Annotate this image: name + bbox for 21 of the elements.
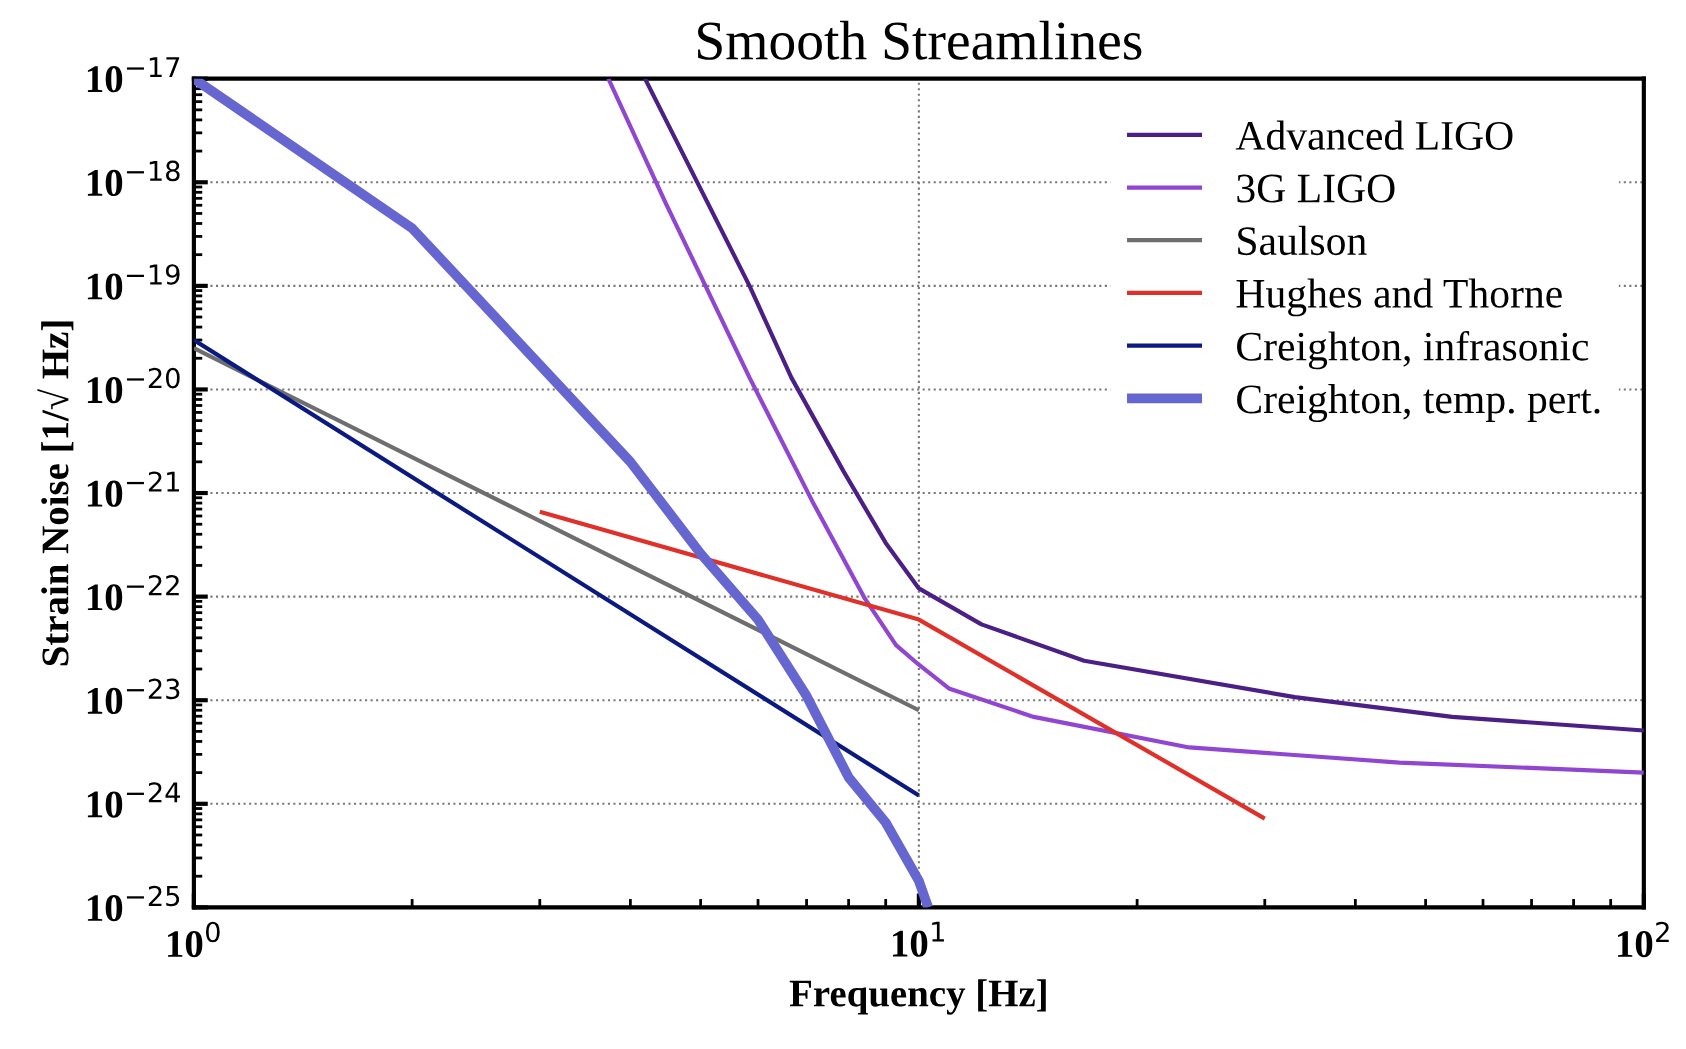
y-tick-label: 10$^{−17}$ xyxy=(87,57,180,93)
legend-label: Saulson xyxy=(1238,225,1367,256)
legend-label: Advanced LIGO xyxy=(1235,120,1513,150)
y-tick-label: 10$^{−19}$ xyxy=(87,264,180,300)
chart-title: Smooth Streamlines xyxy=(698,20,1142,60)
y-tick-label: 10$^{−22}$ xyxy=(87,574,179,611)
y-tick-label: 10$^{−21}$ xyxy=(87,471,179,507)
y-axis-title: Strain Noise [1/√ Hz] xyxy=(37,321,74,666)
legend-label: 3G LIGO xyxy=(1237,174,1395,203)
y-tick-label: 10$^{−24}$ xyxy=(87,782,180,818)
legend-label: Creighton, infrasonic xyxy=(1237,330,1589,370)
x-tick-label: 10$^{2}$ xyxy=(1617,921,1669,958)
x-axis-title: Frequency [Hz] xyxy=(789,979,1046,1015)
legend-label: Creighton, temp. pert. xyxy=(1237,384,1600,423)
y-tick-label: 10$^{−25}$ xyxy=(87,885,180,922)
x-tick-label: 10$^{1}$ xyxy=(893,921,944,957)
y-tick-label: 10$^{−18}$ xyxy=(87,160,180,197)
legend-label: Hughes and Thorne xyxy=(1236,278,1562,317)
x-tick-label: 10$^{0}$ xyxy=(168,921,220,958)
y-tick-label: 10$^{−23}$ xyxy=(87,678,180,715)
y-tick-label: 10$^{−20}$ xyxy=(87,367,180,404)
